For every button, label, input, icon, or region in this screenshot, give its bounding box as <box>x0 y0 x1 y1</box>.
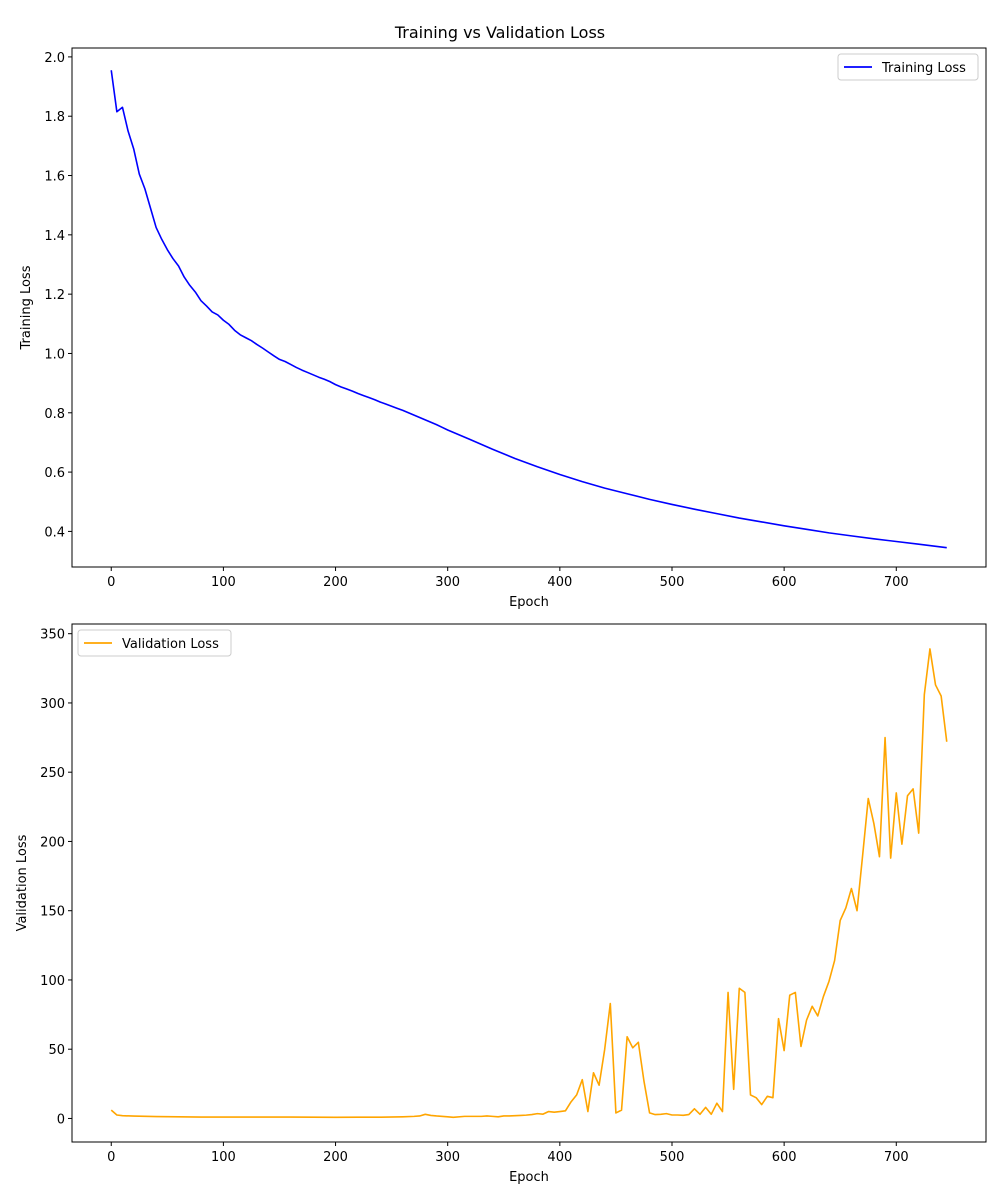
legend-entry: Validation Loss <box>122 637 219 652</box>
x-tick-label: 200 <box>323 1150 348 1165</box>
y-tick-label: 350 <box>40 628 65 643</box>
x-axis-label: Epoch <box>509 595 549 610</box>
legend-box <box>77 629 232 657</box>
chart-title: Training vs Validation Loss <box>394 23 605 42</box>
x-tick-label: 600 <box>772 575 797 590</box>
y-tick-label: 1.0 <box>44 347 65 362</box>
y-tick-label: 100 <box>40 974 65 989</box>
y-tick-label: 150 <box>40 905 65 920</box>
y-tick-label: 0.8 <box>44 407 65 422</box>
y-axis-label: Validation Loss <box>15 834 30 931</box>
y-tick-label: 1.4 <box>44 229 65 244</box>
y-axis-label: Training Loss <box>19 265 34 350</box>
x-tick-label: 600 <box>772 1150 797 1165</box>
series-line-validation-loss <box>110 648 948 1119</box>
series-line-training-loss <box>110 70 947 549</box>
x-tick-label: 0 <box>107 575 115 590</box>
y-tick-label: 1.8 <box>44 110 65 125</box>
x-tick-label: 200 <box>323 575 348 590</box>
legend-entry: Training Loss <box>881 61 966 76</box>
x-tick-label: 400 <box>547 1150 572 1165</box>
x-tick-label: 100 <box>211 1150 236 1165</box>
x-axis-label: Epoch <box>509 1170 549 1185</box>
x-tick-label: 100 <box>211 575 236 590</box>
y-tick-label: 250 <box>40 766 65 781</box>
plot-frame <box>71 623 987 1143</box>
y-tick-label: 300 <box>40 697 65 712</box>
y-tick-label: 1.6 <box>44 170 65 185</box>
plot-frame <box>71 47 987 568</box>
training-loss-panel: 0 100 200 300 400 500 600 700 0.4 0.6 0.8 1.0 1.2 1.4… <box>19 47 987 610</box>
y-tick-label: 50 <box>48 1043 65 1058</box>
x-tick-label: 400 <box>547 575 572 590</box>
y-tick-label: 0 <box>57 1112 65 1127</box>
x-tick-label: 700 <box>884 575 909 590</box>
y-tick-label: 200 <box>40 835 65 850</box>
x-tick-label: 0 <box>107 1150 115 1165</box>
x-tick-label: 500 <box>660 575 685 590</box>
x-tick-label: 700 <box>884 1150 909 1165</box>
legend-box <box>837 53 979 81</box>
x-tick-label: 300 <box>435 1150 460 1165</box>
y-tick-label: 2.0 <box>44 51 65 66</box>
y-tick-label: 1.2 <box>44 288 65 303</box>
y-tick-label: 0.4 <box>44 525 65 540</box>
x-tick-label: 300 <box>435 575 460 590</box>
x-tick-label: 500 <box>660 1150 685 1165</box>
y-tick-label: 0.6 <box>44 466 65 481</box>
validation-loss-panel: 0 100 200 300 400 500 600 700 0 50 100 150 200 250 300… <box>15 623 987 1185</box>
